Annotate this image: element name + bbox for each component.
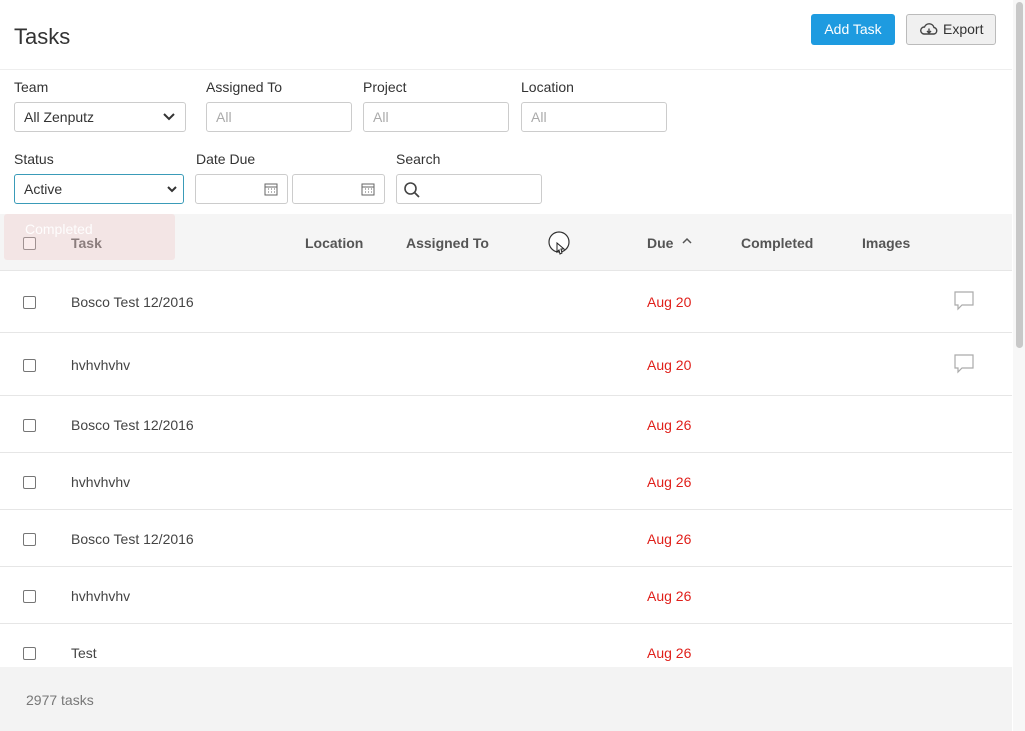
filter-label: Team [14, 79, 49, 95]
search-input[interactable] [396, 174, 542, 204]
calendar-icon [361, 183, 375, 196]
search-icon [404, 182, 420, 198]
table-row[interactable]: Bosco Test 12/2016 Aug 26 [0, 396, 1012, 453]
chevron [163, 113, 175, 121]
sort-caret [682, 237, 692, 244]
table-header [0, 214, 1012, 271]
column-header[interactable]: Due [647, 235, 674, 251]
row-checkbox[interactable] [23, 532, 36, 546]
scrollbar [1013, 0, 1025, 731]
export-button[interactable]: Export [906, 14, 996, 45]
filter-label: Assigned To [206, 79, 283, 95]
row-checkbox[interactable] [23, 418, 36, 432]
date-to[interactable] [292, 174, 385, 204]
comment-icon[interactable] [954, 290, 974, 316]
dropdown-ghost: Completed [4, 214, 175, 260]
due-date: Aug 26 [647, 530, 692, 547]
row-checkbox[interactable] [23, 647, 36, 660]
table-row[interactable]: Bosco Test 12/2016 Aug 20 [0, 270, 1012, 333]
date-from[interactable] [195, 174, 288, 204]
task-name[interactable]: Test [71, 645, 97, 661]
team-select[interactable]: All Zenputz [14, 102, 186, 132]
comment-icon[interactable] [954, 353, 974, 379]
filter-label: Status [14, 151, 54, 167]
column-header[interactable]: Images [862, 235, 911, 251]
column-header[interactable]: Location [305, 235, 364, 251]
select-all-checkbox[interactable] [23, 237, 36, 250]
footer: 2977 tasks [0, 667, 1012, 731]
due-date: Aug 26 [647, 473, 692, 490]
due-date: Aug 20 [647, 293, 692, 310]
task-name[interactable]: hvhvhvhv [71, 587, 131, 604]
row-checkbox[interactable] [23, 295, 36, 309]
filter-label: Project [363, 79, 407, 95]
table-row[interactable]: hvhvhvhv Aug 20 [0, 333, 1012, 396]
task-name[interactable]: hvhvhvhv [71, 473, 131, 490]
due-date: Aug 20 [647, 356, 692, 373]
column-header[interactable]: Assigned To [406, 235, 489, 251]
add-task-button[interactable]: Add Task [811, 14, 895, 45]
table-row[interactable]: Bosco Test 12/2016 Aug 26 [0, 510, 1012, 567]
calendar-icon [264, 183, 278, 196]
status-select[interactable]: Active [14, 174, 184, 204]
filter-label: Location [521, 79, 574, 95]
column-header[interactable]: Task [71, 235, 102, 251]
task-name[interactable]: Bosco Test 12/2016 [71, 530, 194, 547]
task-name[interactable]: Bosco Test 12/2016 [71, 293, 194, 310]
ghost-option: Completed [25, 221, 93, 237]
task-name[interactable]: Bosco Test 12/2016 [71, 416, 194, 433]
column-header[interactable]: Completed [741, 235, 814, 251]
table-row[interactable]: hvhvhvhv Aug 26 [0, 567, 1012, 624]
filter-label: Date Due [196, 151, 256, 167]
row-checkbox[interactable] [23, 475, 36, 489]
assigned-input[interactable]: All [206, 102, 352, 132]
due-date: Aug 26 [647, 645, 692, 661]
page-title: Tasks [14, 24, 71, 49]
task-name[interactable]: hvhvhvhv [71, 356, 131, 373]
cursor [548, 231, 570, 255]
task-count: 2977 tasks [26, 692, 94, 708]
project-input[interactable]: All [363, 102, 509, 132]
table-row[interactable]: hvhvhvhv Aug 26 [0, 453, 1012, 510]
select-value: All Zenputz [24, 109, 95, 125]
row-checkbox[interactable] [23, 358, 36, 372]
scroll-thumb[interactable] [1016, 2, 1023, 348]
due-date: Aug 26 [647, 416, 692, 433]
location-input[interactable]: All [521, 102, 667, 132]
cloud-icon [920, 23, 938, 35]
select-value: Active [24, 181, 63, 197]
export-label: Export [943, 21, 984, 37]
filter-label: Search [396, 151, 441, 167]
row-checkbox[interactable] [23, 589, 36, 603]
divider [0, 69, 1012, 70]
due-date: Aug 26 [647, 587, 692, 604]
chevron [167, 186, 177, 193]
